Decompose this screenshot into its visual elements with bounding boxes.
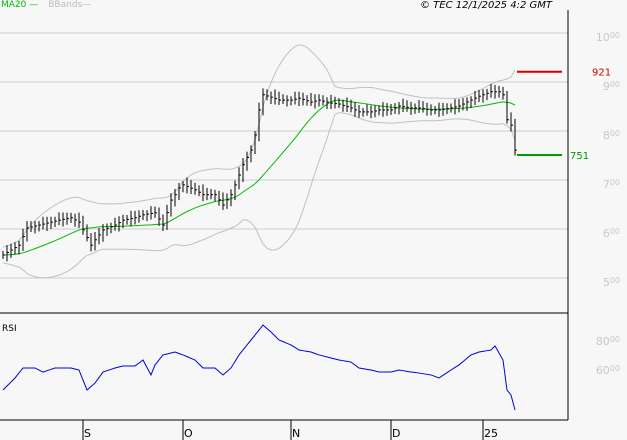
price-tick-decimals: 00	[610, 276, 620, 285]
x-tick-label: S	[84, 427, 91, 440]
legend-bbands-label: BBands	[48, 0, 83, 10]
rsi-line	[2, 324, 516, 411]
price-tick-label: 900	[603, 80, 620, 93]
rsi-tick-label: 6000	[596, 364, 620, 377]
x-tick-label: N	[292, 427, 300, 440]
price-tick-label: 1000	[596, 31, 620, 44]
bband-upper	[2, 44, 516, 248]
x-tick-label: O	[184, 427, 193, 440]
price-tick-decimals: 00	[610, 178, 620, 187]
price-tick-label: 500	[603, 276, 620, 289]
legend: MA20 — BBands—	[1, 0, 91, 10]
rsi-label: RSI	[2, 324, 17, 334]
legend-bbands: BBands—	[48, 0, 92, 10]
level-label: 751	[570, 151, 589, 162]
bband-lower	[2, 112, 516, 279]
price-tick-decimals: 00	[610, 129, 620, 138]
price-tick-decimals: 00	[610, 80, 620, 89]
x-tick-label: 25	[484, 427, 498, 440]
price-tick-label: 800	[603, 129, 620, 142]
legend-ma20-label: MA20	[1, 0, 27, 10]
level-label: 921	[592, 68, 611, 79]
price-tick-label: 700	[603, 178, 620, 191]
rsi-tick-decimals: 00	[610, 364, 620, 373]
legend-ma20: MA20 —	[1, 0, 39, 10]
price-tick-label: 600	[603, 227, 620, 240]
rsi-tick-label: 8000	[596, 335, 620, 348]
rsi-tick-decimals: 00	[610, 335, 620, 344]
x-tick-label: D	[392, 427, 400, 440]
price-tick-decimals: 00	[610, 31, 620, 40]
price-tick-decimals: 00	[610, 227, 620, 236]
ma20-line	[2, 99, 516, 256]
copyright: © TEC 12/1/2025 4:2 GMT	[420, 0, 552, 11]
